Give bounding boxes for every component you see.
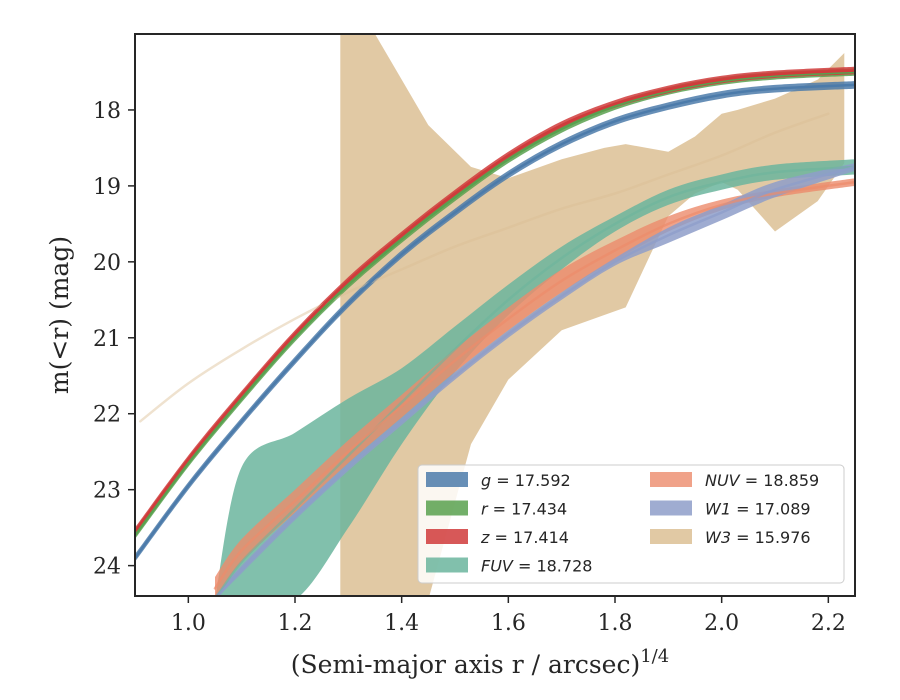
y-axis-title: m(<r) (mag) (45, 236, 74, 394)
legend-swatch-w1 (650, 500, 692, 516)
legend: g = 17.592 r = 17.434 z = 17.414 FUV = 18.7… (417, 464, 845, 584)
legend-label-nuv: NUV = 18.859 (705, 471, 819, 490)
legend-swatch-nuv (650, 472, 692, 487)
error-bands (135, 34, 855, 596)
legend-swatch-g (426, 472, 468, 487)
y-tick-label: 23 (93, 479, 121, 504)
legend-box (417, 464, 845, 584)
line-w1 (216, 165, 855, 596)
line-nuv (213, 180, 855, 590)
y-tick-label: 24 (93, 555, 121, 580)
legend-label-z: z = 17.414 (480, 528, 569, 547)
legend-label-w1: W1 = 17.089 (705, 500, 811, 519)
y-tick-label: 21 (93, 327, 121, 352)
legend-swatch-fuv (426, 557, 468, 573)
y-tick-label: 20 (93, 251, 121, 276)
legend-swatch-w3 (650, 529, 692, 544)
series-lines (135, 69, 855, 596)
y-axis-ticks: 18 19 20 21 22 23 24 (93, 99, 135, 580)
x-tick-label: 1.4 (384, 611, 419, 636)
band-fuv (215, 159, 855, 596)
legend-label-g: g = 17.592 (481, 471, 571, 490)
band-w3 (340, 34, 845, 596)
legend-label-w3: W3 = 15.976 (705, 528, 811, 547)
line-w3 (139, 112, 830, 423)
plot-frame (134, 33, 856, 597)
x-tick-label: 2.2 (811, 611, 846, 636)
line-fuv (216, 165, 855, 596)
x-tick-label: 2.0 (704, 611, 739, 636)
legend-swatch-r (426, 500, 468, 516)
x-tick-label: 1.0 (171, 611, 206, 636)
legend-label-fuv: FUV = 18.728 (481, 557, 592, 576)
y-tick-label: 19 (93, 175, 121, 200)
x-axis-title: (Semi-major axis r / arcsec)1/4 (291, 646, 669, 679)
legend-label-r: r = 17.434 (481, 500, 567, 519)
x-tick-label: 1.6 (491, 611, 526, 636)
y-tick-label: 22 (93, 403, 121, 428)
x-tick-label: 1.8 (598, 611, 633, 636)
x-tick-label: 1.2 (278, 611, 313, 636)
line-r (135, 70, 855, 537)
line-z (135, 69, 855, 533)
line-g (135, 83, 855, 560)
y-tick-label: 18 (93, 99, 121, 124)
legend-swatch-z (426, 529, 468, 544)
x-axis-ticks: 1.0 1.2 1.4 1.6 1.8 2.0 2.2 (171, 596, 846, 636)
